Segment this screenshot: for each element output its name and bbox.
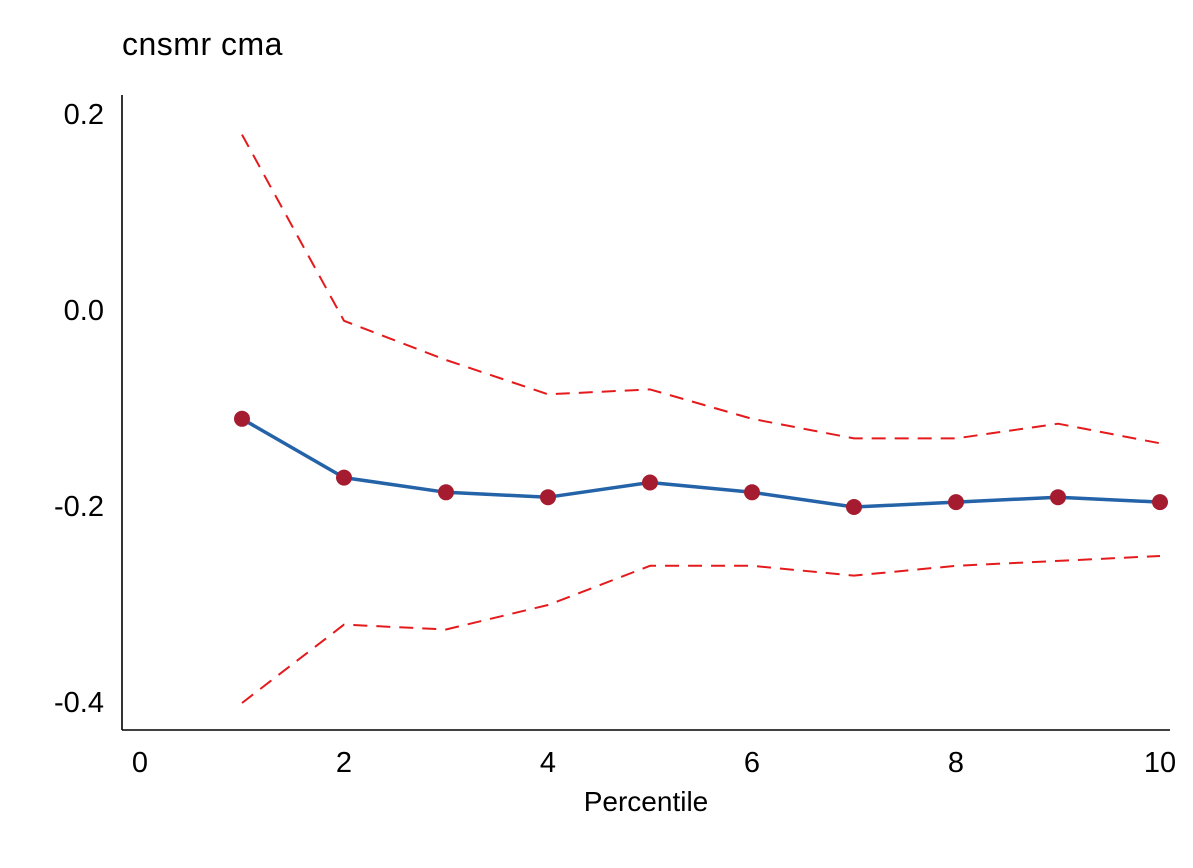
y-tick-label: -0.4 (54, 687, 104, 719)
data-point-marker (234, 410, 250, 427)
data-point-marker (744, 484, 760, 501)
y-tick-label: -0.2 (54, 491, 104, 523)
y-tick-label: 0.2 (64, 99, 104, 131)
x-tick-label: 10 (1144, 747, 1176, 779)
data-point-marker (540, 489, 556, 506)
data-point-marker (336, 469, 352, 486)
data-point-marker (1152, 494, 1168, 511)
x-tick-label: 4 (540, 747, 556, 779)
data-point-marker (846, 499, 862, 515)
series-upper-ci (241, 134, 1161, 445)
series-lower-ci (241, 555, 1161, 704)
data-point-marker (948, 494, 964, 511)
data-point-marker (642, 474, 658, 491)
y-tick-label: 0.0 (64, 295, 104, 327)
x-tick-label: 2 (336, 747, 352, 779)
chart-title: cnsmr cma (122, 26, 283, 62)
x-axis-label: Percentile (583, 786, 709, 817)
x-tick-label: 6 (744, 747, 760, 779)
data-point-marker (438, 484, 454, 501)
series-estimate (241, 417, 1161, 509)
x-tick-label: 0 (132, 747, 148, 779)
data-point-marker (1050, 489, 1066, 506)
x-tick-label: 8 (948, 747, 964, 779)
